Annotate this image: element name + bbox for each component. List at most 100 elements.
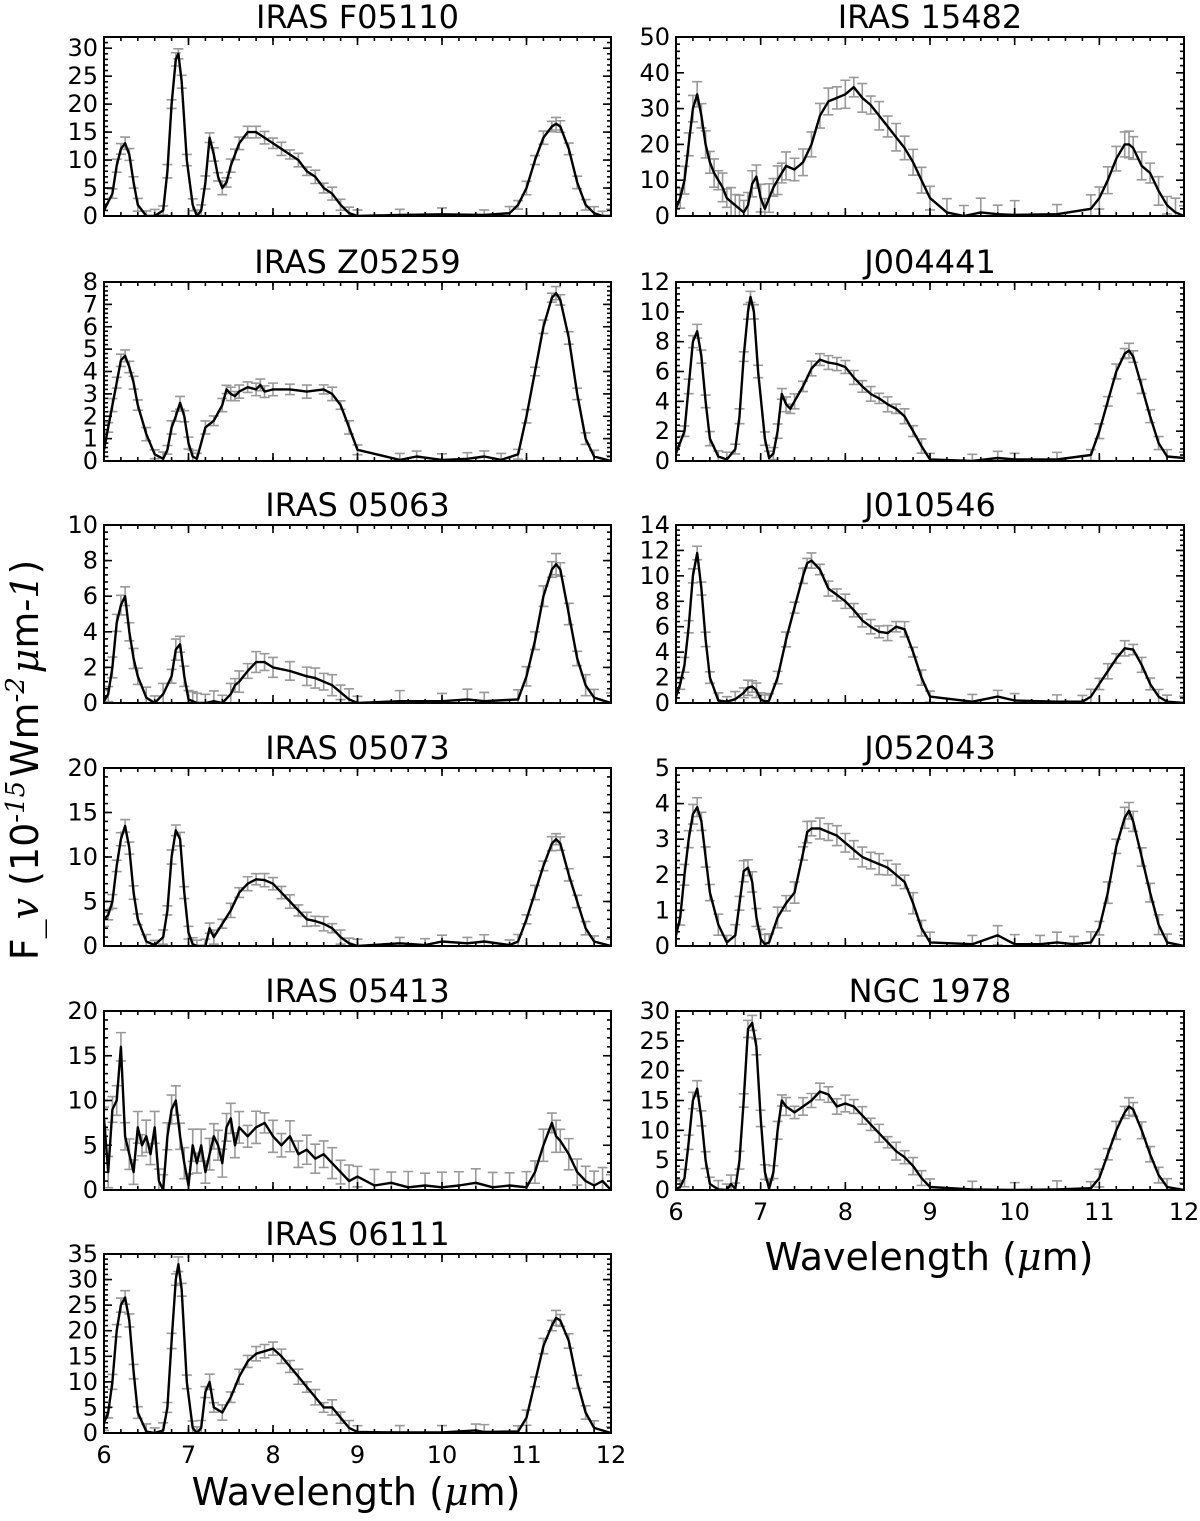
error-bar <box>191 692 202 703</box>
x-tick-label: 7 <box>753 1198 768 1226</box>
y-tick-label: 0 <box>655 202 670 230</box>
error-bar <box>487 1171 498 1190</box>
y-tick-label: 5 <box>655 1146 670 1174</box>
y-tick-label: 10 <box>67 843 98 871</box>
y-tick-label: 8 <box>83 547 98 575</box>
error-bar <box>217 694 228 703</box>
panel-title: IRAS 15482 <box>838 0 1023 36</box>
error-bar <box>191 939 202 946</box>
error-bar <box>967 453 978 461</box>
panel-title: IRAS Z05259 <box>254 243 460 281</box>
error-bar <box>941 197 952 216</box>
y-tick-label: 15 <box>67 1042 98 1070</box>
y-tick-label: 2 <box>83 653 98 681</box>
y-tick-label: 4 <box>655 790 670 818</box>
plot-area <box>104 47 611 216</box>
y-tick-label: 6 <box>655 358 670 386</box>
error-bar <box>403 1170 414 1190</box>
y-tick-label: 1 <box>83 425 98 453</box>
y-tick-label: 30 <box>639 997 670 1025</box>
y-tick-label: 20 <box>67 754 98 782</box>
x-tick-label: 8 <box>838 1198 853 1226</box>
y-tick-label: 6 <box>83 582 98 610</box>
y-tick-label: 0 <box>655 1176 670 1204</box>
series-line <box>104 292 611 461</box>
error-bar <box>738 199 749 216</box>
x-axis-label-left: Wavelength (μm) <box>192 1470 521 1514</box>
error-bar <box>606 938 611 946</box>
y-tick-label: 4 <box>83 358 98 386</box>
y-tick-label: 5 <box>655 754 670 782</box>
chart-panel: IRAS 05063 0 2 4 6 8 10 <box>67 486 612 717</box>
y-tick-label: 0 <box>83 202 98 230</box>
error-bar <box>91 919 101 928</box>
y-tick-label: 10 <box>67 511 98 539</box>
panel-title: IRAS F05110 <box>256 0 459 36</box>
plot-area <box>104 1031 611 1190</box>
panel-title: IRAS 05063 <box>265 486 450 524</box>
y-tick-label: 30 <box>639 95 670 123</box>
x-tick-label: 10 <box>427 1441 458 1469</box>
panel-title: J052043 <box>862 729 996 767</box>
x-tick-label: 12 <box>1169 1198 1200 1226</box>
plot-area <box>91 818 611 946</box>
y-tick-label: 12 <box>639 268 670 296</box>
error-bar <box>676 1179 681 1190</box>
y-tick-label: 20 <box>639 130 670 158</box>
panel-title: IRAS 05073 <box>265 729 450 767</box>
y-axis-label: F_v (10-15 Wm-2 μm-1) <box>1 560 48 961</box>
y-tick-label: 2 <box>83 402 98 430</box>
error-bar <box>149 695 160 703</box>
y-tick-label: 5 <box>83 174 98 202</box>
plot-area <box>104 285 611 461</box>
error-bar <box>1179 451 1184 461</box>
x-tick-label: 8 <box>265 1441 280 1469</box>
error-bar <box>606 692 611 703</box>
y-tick-label: 25 <box>67 1291 98 1319</box>
plot-area <box>104 1256 611 1433</box>
error-bar <box>104 689 109 703</box>
error-bar <box>1170 197 1181 216</box>
y-tick-label: 5 <box>83 335 98 363</box>
series-line <box>676 295 1184 461</box>
axes-frame <box>103 524 612 704</box>
y-tick-label: 8 <box>83 268 98 296</box>
chart-panel: J052043 0 1 2 3 4 5 <box>655 729 1185 960</box>
chart-panel: IRAS 15482 0 10 20 30 40 50 <box>639 0 1185 230</box>
y-tick-label: 5 <box>83 888 98 916</box>
error-bar <box>1179 934 1184 946</box>
plot-area <box>676 290 1184 461</box>
axes-frame <box>103 767 612 947</box>
plot-area <box>676 76 1184 216</box>
y-tick-label: 30 <box>67 1266 98 1294</box>
series-line <box>104 824 611 946</box>
y-tick-label: 2 <box>655 861 670 889</box>
y-tick-label: 12 <box>639 536 670 564</box>
y-tick-label: 0 <box>83 689 98 717</box>
y-tick-label: 15 <box>67 799 98 827</box>
error-bar <box>1179 204 1184 216</box>
y-tick-label: 0 <box>83 1176 98 1204</box>
y-tick-label: 0 <box>655 447 670 475</box>
error-bar <box>104 1106 109 1131</box>
series-line <box>104 52 611 216</box>
panel-title: IRAS 05413 <box>265 972 450 1010</box>
y-tick-label: 14 <box>639 511 670 539</box>
y-tick-label: 20 <box>639 1057 670 1085</box>
y-tick-label: 10 <box>67 1087 98 1115</box>
y-tick-label: 3 <box>655 825 670 853</box>
y-tick-label: 15 <box>639 1087 670 1115</box>
y-tick-label: 0 <box>655 689 670 717</box>
plot-area <box>676 1014 1184 1190</box>
y-tick-label: 15 <box>67 1342 98 1370</box>
error-bar <box>606 208 611 216</box>
y-tick-label: 50 <box>639 23 670 51</box>
y-tick-label: 30 <box>67 34 98 62</box>
y-tick-label: 10 <box>67 146 98 174</box>
y-tick-label: 8 <box>655 587 670 615</box>
